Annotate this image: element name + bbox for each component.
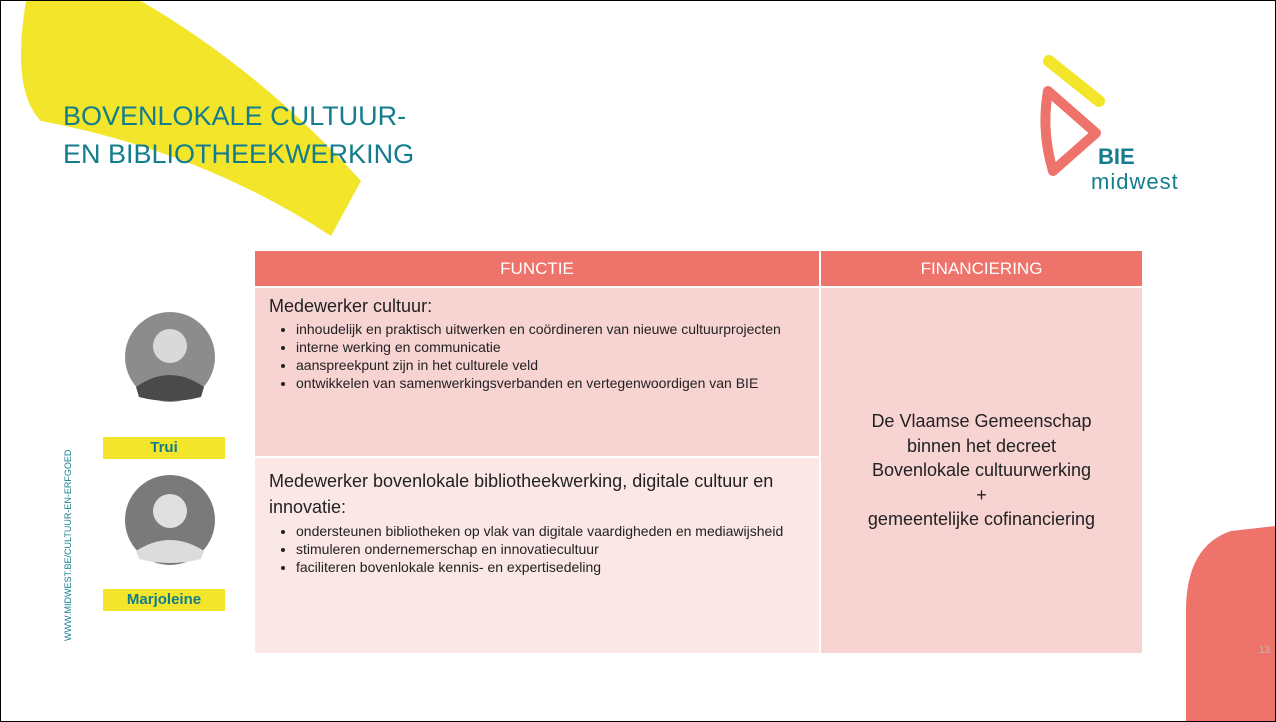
bullet: inhoudelijk en praktisch uitwerken en co… (296, 320, 805, 338)
bullets: inhoudelijk en praktisch uitwerken en co… (269, 320, 805, 392)
logo-bar (1043, 55, 1105, 107)
body (136, 540, 204, 563)
row-title: Medewerker cultuur: (269, 296, 433, 316)
financing-line: binnen het decreet (906, 435, 1057, 456)
yellow-swoosh (21, 1, 361, 236)
page-number: 13 (1259, 645, 1271, 656)
bullet: interne werking en communicatie (296, 338, 805, 356)
logo-brand: BIE (1098, 144, 1135, 169)
title-line: BOVENLOKALE CULTUUR- (63, 101, 407, 131)
side-url: WWW.MIDWEST.BE/CULTUUR-EN-ERFGOED (63, 449, 73, 641)
title-line: EN BIBLIOTHEEKWERKING (63, 139, 415, 169)
title: BOVENLOKALE CULTUUR- EN BIBLIOTHEEKWERKI… (63, 97, 414, 173)
bullet: ontwikkelen van samenwerkingsverbanden e… (296, 374, 805, 392)
header-cell: FUNCTIE (255, 251, 819, 286)
bullet: faciliteren bovenlokale kennis- en exper… (296, 558, 805, 576)
financing-cell: De Vlaamse Gemeenschap binnen het decree… (821, 288, 1142, 653)
bullets: ondersteunen bibliotheken op vlak van di… (269, 522, 805, 576)
coral-shape (1186, 526, 1275, 721)
row: Medewerker cultuur: inhoudelijk en prakt… (255, 288, 819, 456)
financing-line: De Vlaamse Gemeenschap (871, 411, 1092, 432)
financing-line: + (976, 484, 987, 505)
person-name: Trui (103, 437, 225, 459)
row: Medewerker bovenlokale bibliotheekwerkin… (255, 458, 819, 653)
person-name: Marjoleine (103, 589, 225, 611)
header-cell: FINANCIERING (821, 251, 1142, 286)
logo-mark (1040, 86, 1101, 176)
row-title: Medewerker bovenlokale bibliotheekwerkin… (269, 471, 774, 517)
bullet: ondersteunen bibliotheken op vlak van di… (296, 522, 805, 540)
financing-line: gemeentelijke cofinanciering (867, 509, 1096, 530)
face (153, 494, 187, 528)
bullet: stimuleren ondernemerschap en innovatiec… (296, 540, 805, 558)
body (136, 375, 204, 401)
bullet: aanspreekpunt zijn in het culturele veld (296, 356, 805, 374)
logo-region: midwest (1091, 169, 1179, 194)
financing-line: Bovenlokale cultuurwerking (871, 460, 1092, 481)
face (153, 329, 187, 363)
